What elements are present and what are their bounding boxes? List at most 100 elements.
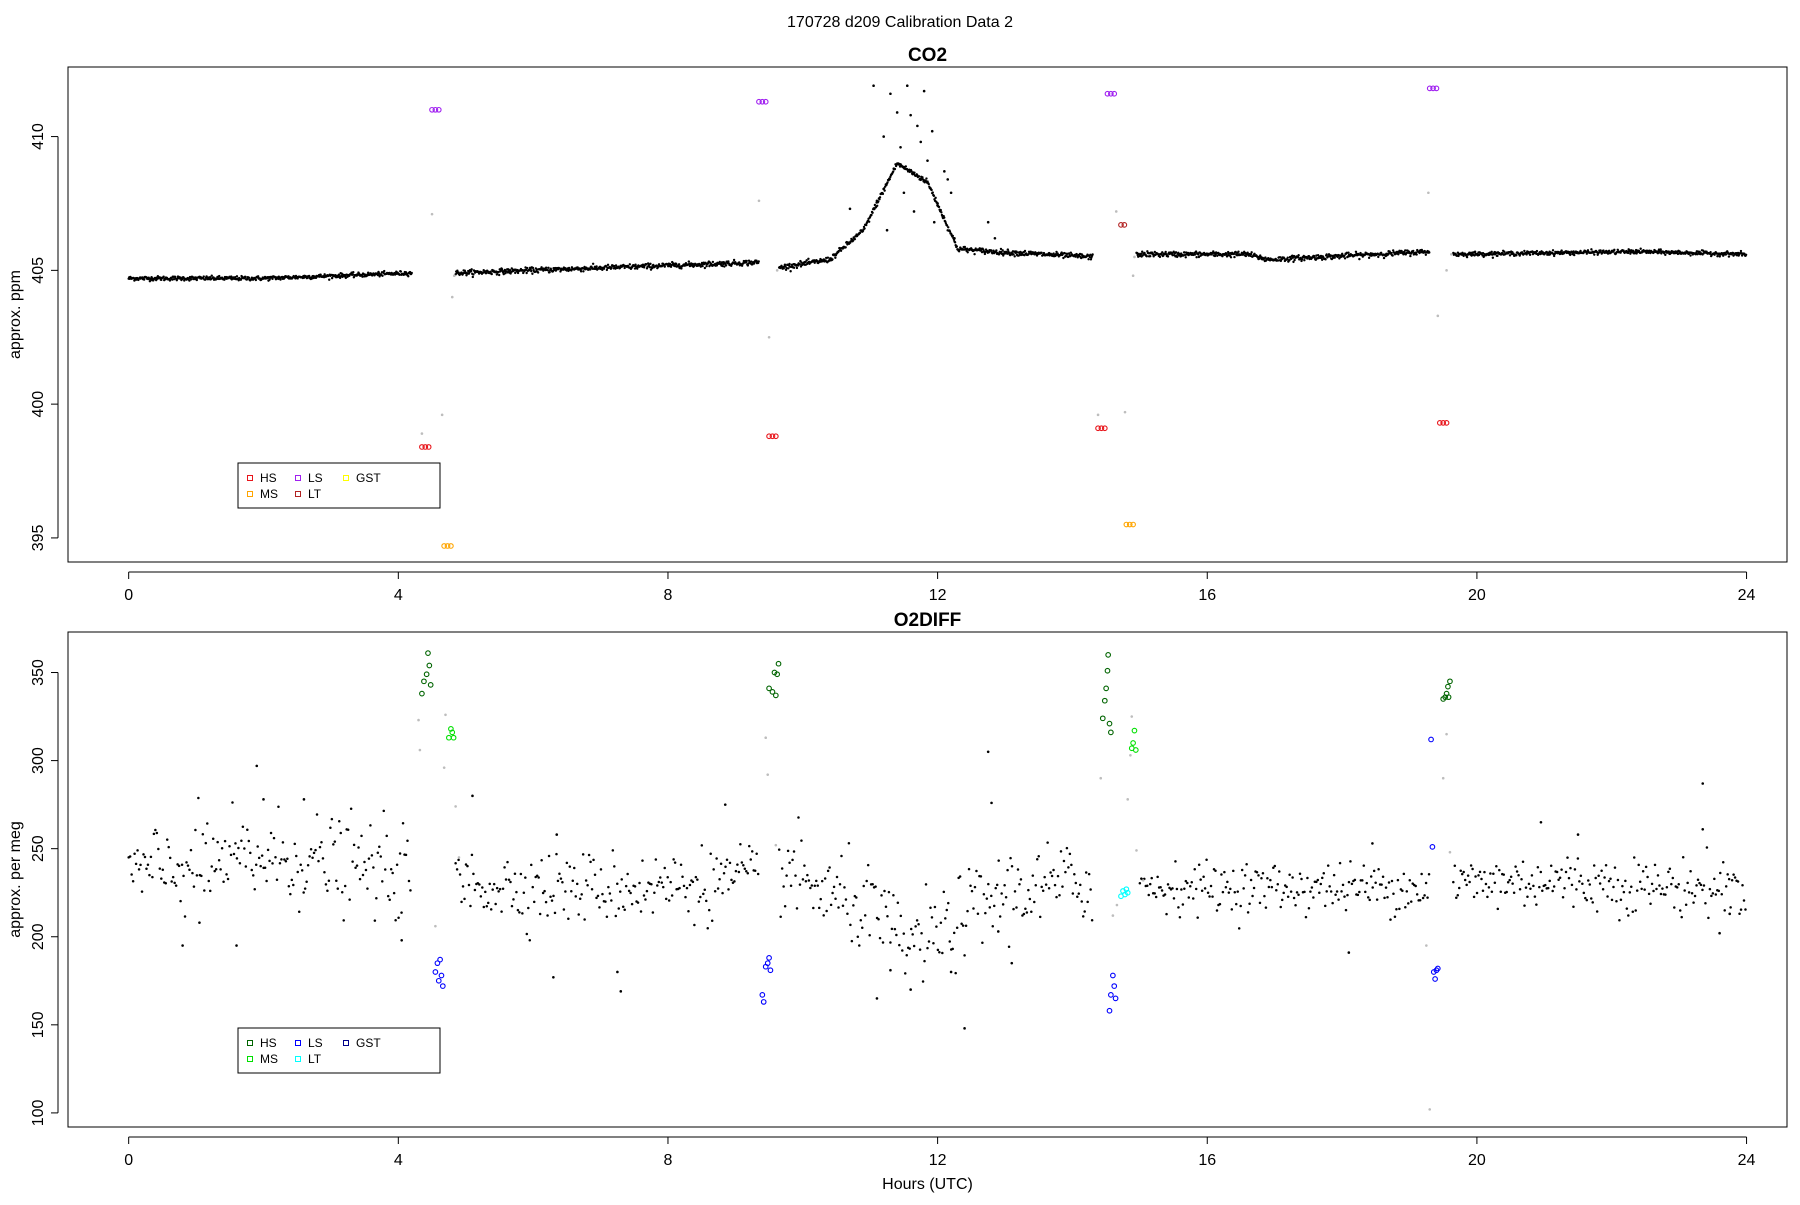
- ambient-point: [351, 860, 354, 863]
- ambient-point: [889, 92, 892, 96]
- ambient-point: [1603, 876, 1606, 879]
- ambient-point: [1687, 891, 1691, 894]
- ambient-point: [1698, 881, 1701, 885]
- ambient-point: [972, 907, 975, 910]
- ambient-point: [525, 271, 528, 275]
- x-axis: 0 4 8 12 16 20 24: [124, 571, 1756, 604]
- y-axis: 395 400 405 410 approx. ppm: [7, 123, 59, 551]
- ambient-point: [863, 914, 867, 917]
- ambient-point: [583, 918, 586, 921]
- ambient-point: [165, 838, 169, 841]
- calibration-point-ls: [1111, 90, 1118, 97]
- ambient-point: [1592, 864, 1596, 867]
- calibration-point-hs: [772, 692, 779, 699]
- ambient-point: [820, 879, 824, 883]
- ambient-point: [1381, 875, 1385, 879]
- ambient-point: [337, 273, 341, 276]
- ambient-point: [946, 178, 950, 181]
- ambient-point: [1457, 886, 1461, 890]
- ambient-point: [657, 880, 661, 884]
- ambient-point: [383, 868, 387, 871]
- ambient-point: [329, 826, 332, 830]
- ambient-point: [1637, 863, 1640, 867]
- ambient-point: [723, 265, 726, 268]
- ambient-point: [268, 859, 271, 863]
- ambient-point: [786, 849, 790, 853]
- ambient-point: [177, 864, 181, 868]
- ambient-point: [1251, 894, 1254, 898]
- excluded-point: [1115, 903, 1119, 907]
- ambient-point: [1250, 251, 1253, 254]
- ambient-point: [1341, 883, 1345, 887]
- ambient-point: [930, 129, 934, 133]
- ambient-point: [1260, 876, 1263, 880]
- ambient-point: [299, 863, 302, 867]
- ambient-point: [1646, 875, 1649, 879]
- calibration-point-ms: [1126, 521, 1133, 528]
- ambient-point: [703, 888, 707, 892]
- ambient-point: [899, 145, 902, 149]
- ambient-point: [750, 850, 754, 853]
- ambient-point: [902, 191, 906, 195]
- calibration-point-ls: [1112, 995, 1119, 1002]
- ambient-point: [1465, 883, 1468, 887]
- ambient-point: [1570, 883, 1574, 887]
- ambient-point: [1532, 884, 1535, 888]
- ambient-point: [555, 833, 559, 836]
- ambient-point: [780, 867, 784, 870]
- ambient-point: [955, 926, 959, 929]
- ambient-point: [1527, 882, 1531, 886]
- ambient-point: [315, 813, 319, 816]
- ambient-point: [1744, 908, 1747, 911]
- ambient-point: [244, 275, 247, 279]
- ambient-point: [207, 879, 211, 883]
- ambient-point: [654, 858, 658, 861]
- ambient-point: [1331, 901, 1334, 905]
- ambient-point: [1193, 868, 1196, 871]
- ambient-point: [284, 860, 288, 863]
- ambient-point: [191, 871, 194, 875]
- ambient-point: [395, 863, 399, 867]
- ambient-point: [1337, 898, 1340, 901]
- ambient-point: [1343, 895, 1346, 898]
- calibration-point-hs: [1099, 715, 1106, 722]
- ambient-point: [457, 858, 460, 862]
- ambient-point: [206, 822, 209, 825]
- ambient-point: [1739, 249, 1743, 253]
- legend-label: MS: [260, 1052, 278, 1066]
- ambient-point: [1215, 909, 1219, 912]
- ambient-point: [183, 915, 187, 918]
- ambient-point: [281, 841, 285, 844]
- ambient-point: [853, 237, 857, 241]
- ambient-point: [1220, 873, 1223, 876]
- ambient-point: [1343, 257, 1347, 260]
- ambient-point: [1264, 256, 1267, 259]
- excluded-point: [1096, 413, 1100, 417]
- ambient-point: [866, 863, 870, 867]
- ambient-point: [173, 881, 176, 885]
- ambient-point: [627, 889, 631, 893]
- ambient-point: [1576, 857, 1580, 860]
- ambient-point: [185, 861, 188, 864]
- ambient-point: [659, 876, 662, 879]
- ambient-point: [791, 858, 794, 862]
- ambient-point: [1023, 249, 1027, 253]
- ambient-point: [469, 270, 473, 273]
- ambient-point: [1569, 866, 1572, 870]
- ambient-point: [779, 915, 782, 919]
- ambient-point: [512, 898, 515, 901]
- ambient-point: [1312, 896, 1315, 899]
- ambient-point: [914, 925, 917, 928]
- ambient-point: [1056, 874, 1060, 878]
- ambient-point: [847, 842, 851, 845]
- ambient-point: [1588, 883, 1591, 886]
- ambient-point: [1025, 911, 1029, 914]
- ambient-point: [164, 882, 167, 885]
- ambient-point: [1069, 251, 1073, 254]
- ambient-point: [1462, 870, 1465, 874]
- calibration-point-ls: [764, 960, 771, 967]
- excluded-point: [1111, 914, 1115, 917]
- calibration-point-ms: [1130, 740, 1136, 746]
- ambient-point: [366, 887, 369, 890]
- ambient-point: [1729, 906, 1732, 909]
